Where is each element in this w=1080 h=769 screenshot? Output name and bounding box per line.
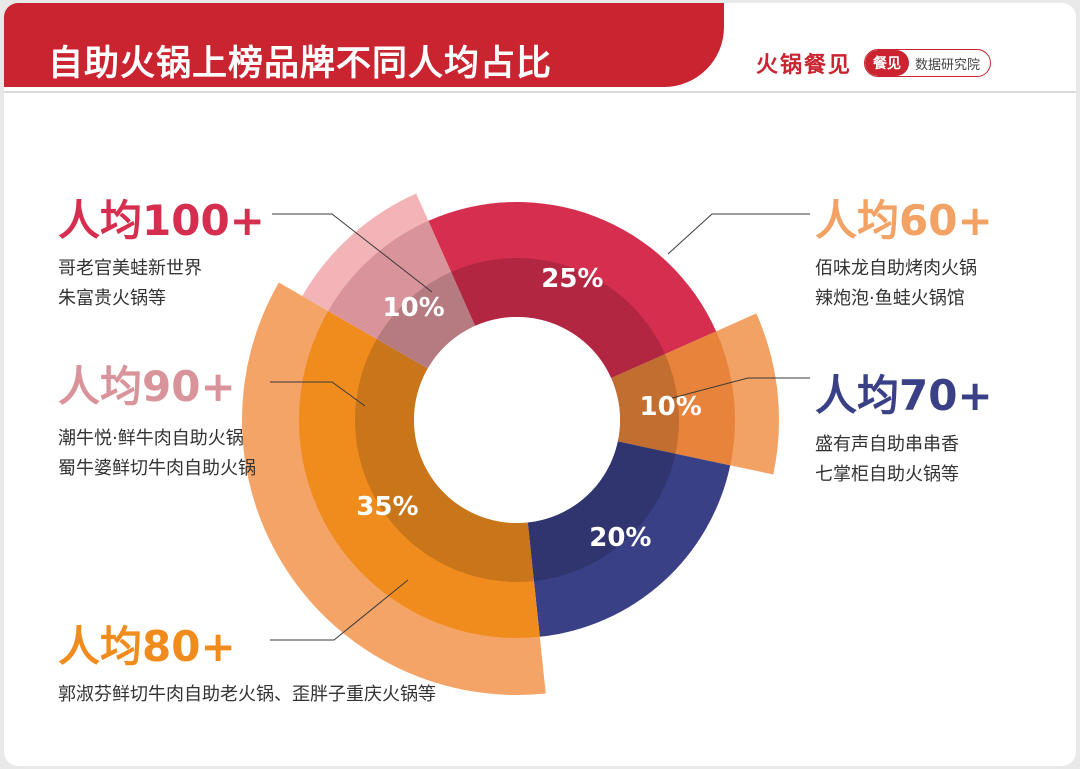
legend-brand-line: 郭淑芬鲜切牛肉自助老火锅、歪胖子重庆火锅等 — [58, 684, 436, 705]
slice-outer-ring — [242, 282, 546, 695]
logo-pill-left: 餐见 — [865, 50, 910, 76]
legend-title-60: 人均60+ — [815, 196, 993, 245]
leader-line — [270, 579, 409, 641]
legend-brand-line: 盛有声自助串串香 — [815, 434, 959, 455]
slice-percent-label: 35% — [356, 492, 418, 522]
header-divider — [4, 91, 1076, 93]
legend-brand-line: 朱富贵火锅等 — [58, 288, 166, 309]
slice-percent-label: 25% — [541, 264, 603, 294]
slice-inner-shade — [611, 354, 679, 454]
legend-desc-100: 哥老官美蛙新世界 朱富贵火锅等 — [58, 254, 202, 314]
legend-brand-line: 哥老官美蛙新世界 — [58, 258, 202, 279]
logo-pill: 餐见 数据研究院 — [864, 49, 992, 77]
page-title: 自助火锅上榜品牌不同人均占比 — [48, 44, 553, 84]
legend-desc-70: 盛有声自助串串香 七掌柜自助火锅等 — [815, 430, 959, 490]
legend-desc-90: 潮牛悦·鲜牛肉自助火锅 蜀牛婆鲜切牛肉自助火锅 — [58, 424, 256, 484]
slice-inner-shade — [355, 339, 534, 583]
slice-inner-shade — [527, 441, 676, 582]
legend-title-100: 人均100+ — [58, 196, 265, 245]
legend-title-80: 人均80+ — [58, 622, 236, 671]
legend-brand-line: 佰味龙自助烤肉火锅 — [815, 258, 977, 279]
slice-percent-label: 20% — [589, 523, 651, 553]
brand-logo: 火锅餐见 餐见 数据研究院 — [756, 47, 992, 79]
legend-brand-line: 辣炮泡·鱼蛙火锅馆 — [815, 288, 965, 309]
logo-brand-text: 火锅餐见 — [756, 53, 853, 78]
legend-brand-line: 七掌柜自助火锅等 — [815, 464, 959, 485]
logo-pill-right: 数据研究院 — [915, 57, 981, 73]
slice — [527, 441, 731, 637]
slice — [611, 331, 735, 466]
header-band — [4, 3, 724, 87]
donut-hole — [414, 317, 620, 523]
legend-title-70: 人均70+ — [815, 371, 993, 420]
legend-desc-80: 郭淑芬鲜切牛肉自助老火锅、歪胖子重庆火锅等 — [58, 680, 436, 710]
slice — [328, 220, 476, 369]
legend-desc-60: 佰味龙自助烤肉火锅 辣炮泡·鱼蛙火锅馆 — [815, 254, 977, 314]
leader-line — [667, 213, 810, 255]
legend-brand-line: 蜀牛婆鲜切牛肉自助火锅 — [58, 458, 256, 479]
slice-outer-ring — [714, 313, 779, 475]
slice — [428, 202, 717, 379]
leader-line — [272, 213, 433, 293]
slice-percent-label: 10% — [640, 392, 702, 422]
slice — [299, 311, 540, 638]
leader-line — [270, 381, 366, 407]
legend-title-90: 人均90+ — [58, 362, 236, 411]
leader-line — [671, 377, 810, 399]
slice-outer-ring — [302, 193, 430, 312]
slice-percent-label: 10% — [383, 293, 445, 323]
slice-inner-shade — [451, 258, 665, 379]
slice-inner-shade — [376, 272, 476, 369]
legend-brand-line: 潮牛悦·鲜牛肉自助火锅 — [58, 428, 244, 449]
